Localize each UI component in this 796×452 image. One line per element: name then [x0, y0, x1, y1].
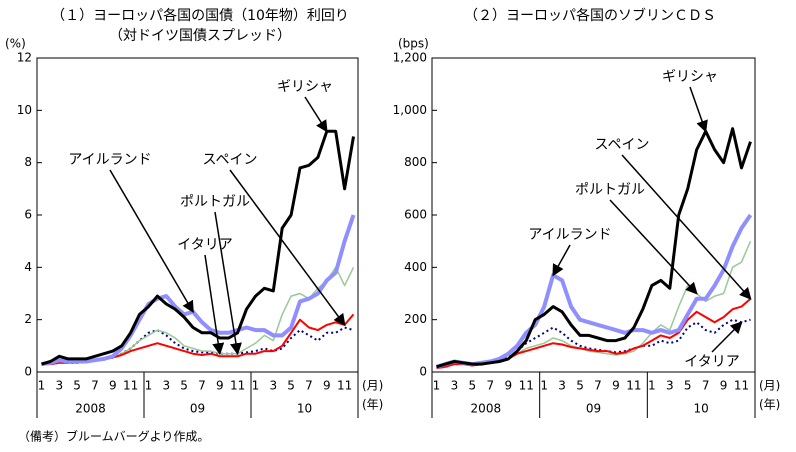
x-group-axis-label: (年) [362, 398, 383, 412]
x-tick-label: 3 [162, 379, 170, 393]
y-tick-label: 200 [404, 312, 427, 326]
x-tick-label: 1 [252, 379, 260, 393]
x-group-label: 2008 [75, 402, 106, 416]
x-tick-label: 11 [337, 379, 352, 393]
y-tick-label: 0 [24, 365, 32, 379]
x-tick-label: 9 [216, 379, 224, 393]
annotation-arrow [204, 254, 225, 356]
x-tick-label: 9 [720, 379, 728, 393]
x-tick-label: 7 [594, 379, 602, 393]
y-tick-label: 400 [404, 260, 427, 274]
annotation-arrow [552, 244, 571, 277]
series-line [41, 129, 355, 366]
series-line [436, 240, 752, 369]
annotation-arrow [609, 199, 698, 295]
x-tick-label: 1 [433, 379, 441, 393]
y-axis-label: (%) [5, 37, 26, 51]
annotation-arrow [621, 154, 752, 300]
series-label: スペイン [202, 152, 257, 168]
x-tick-label: 1 [540, 379, 548, 393]
annotation-arrow [229, 169, 346, 327]
x-tick-label: 3 [55, 379, 63, 393]
series-label: ポルトガル [180, 194, 250, 210]
x-tick-label: 7 [486, 379, 494, 393]
x-group-label: 10 [297, 402, 312, 416]
series-label: ギリシャ [662, 69, 718, 85]
y-tick-label: 0 [419, 365, 427, 379]
chart-subtitle: （対ドイツ国債スプレッド） [109, 28, 291, 44]
y-tick-label: 6 [24, 208, 32, 222]
y-tick-label: 4 [24, 260, 32, 274]
x-tick-label: 11 [230, 379, 245, 393]
chart-title: （２）ヨーロッパ各国のソブリンＣＤＳ [464, 7, 716, 24]
y-tick-label: 10 [17, 103, 32, 117]
series-label: イタリア [177, 237, 232, 253]
x-tick-label: 11 [626, 379, 641, 393]
x-axis-label: (月) [759, 379, 780, 393]
x-axis-label: (月) [362, 379, 383, 393]
x-tick-label: 7 [305, 379, 313, 393]
x-tick-label: 5 [73, 379, 81, 393]
y-tick-label: 12 [17, 51, 32, 65]
y-axis-label: (bps) [398, 37, 429, 51]
y-tick-label: 8 [24, 155, 32, 169]
series-line [41, 214, 356, 367]
x-tick-label: 9 [612, 379, 620, 393]
x-tick-label: 3 [558, 379, 566, 393]
series-label: アイルランド [528, 227, 611, 243]
series-line [41, 313, 355, 366]
annotation-arrow [214, 211, 242, 356]
series-label: ギリシャ [277, 79, 333, 95]
annotation-arrow [304, 96, 328, 133]
x-group-axis-label: (年) [759, 398, 780, 412]
series-line [436, 127, 752, 369]
x-group-label: 09 [586, 402, 601, 416]
annotation-arrow [711, 321, 743, 353]
x-tick-label: 11 [123, 379, 138, 393]
annotation-arrow [689, 86, 708, 133]
note: （備考）ブルームバーグより作成。 [18, 429, 209, 444]
x-tick-label: 7 [91, 379, 99, 393]
y-tick-label: 1,000 [393, 103, 427, 117]
x-tick-label: 5 [287, 379, 295, 393]
series-label: イタリア [684, 354, 739, 370]
x-tick-label: 5 [684, 379, 692, 393]
x-tick-label: 1 [38, 379, 46, 393]
x-tick-label: 1 [648, 379, 656, 393]
x-tick-label: 7 [702, 379, 710, 393]
series-line [41, 326, 354, 366]
x-group-label: 2008 [471, 402, 502, 416]
chart-title: （１）ヨーロッパ各国の国債（10年物）利回り [51, 8, 349, 24]
y-tick-label: 800 [404, 155, 427, 169]
x-tick-label: 11 [734, 379, 749, 393]
x-tick-label: 3 [666, 379, 674, 393]
y-tick-label: 600 [404, 208, 427, 222]
x-group-label: 09 [190, 402, 205, 416]
x-tick-label: 5 [469, 379, 477, 393]
x-tick-label: 3 [269, 379, 277, 393]
y-tick-label: 2 [24, 312, 32, 326]
series-label: ポルトガル [575, 182, 645, 198]
series-label: アイルランド [68, 152, 151, 168]
y-tick-label: 1,200 [393, 51, 427, 65]
x-group-label: 10 [694, 402, 709, 416]
series-line [436, 318, 751, 370]
x-tick-label: 9 [504, 379, 512, 393]
x-tick-label: 5 [180, 379, 188, 393]
x-tick-label: 3 [451, 379, 459, 393]
x-tick-label: 5 [576, 379, 584, 393]
x-tick-label: 9 [323, 379, 331, 393]
x-tick-label: 7 [198, 379, 206, 393]
x-tick-label: 1 [145, 379, 153, 393]
x-tick-label: 11 [519, 379, 534, 393]
series-label: スペイン [594, 137, 649, 153]
annotation-arrow [109, 169, 194, 314]
x-tick-label: 9 [109, 379, 117, 393]
